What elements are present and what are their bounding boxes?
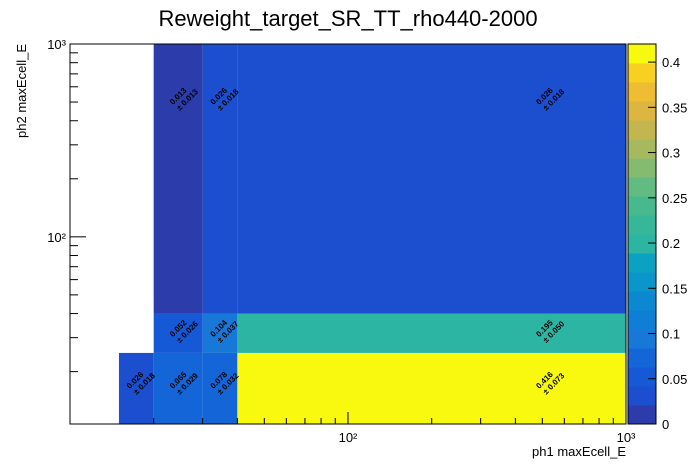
palette-band <box>628 158 656 178</box>
z-tick-label: 0.3 <box>662 146 680 161</box>
heatmap-cell <box>202 352 238 424</box>
palette-band <box>628 82 656 102</box>
z-tick-label: 0 <box>662 417 669 432</box>
palette-band <box>628 386 656 406</box>
palette-band <box>628 120 656 140</box>
palette-band <box>628 44 656 64</box>
z-tick-label: 0.4 <box>662 55 680 70</box>
palette-band <box>628 291 656 311</box>
palette-band <box>628 196 656 216</box>
palette-band <box>628 348 656 368</box>
palette-band <box>628 215 656 235</box>
x-axis-label: ph1 maxEcell_E <box>532 444 626 459</box>
palette-band <box>628 177 656 197</box>
palette-band <box>628 272 656 292</box>
z-tick-label: 0.05 <box>662 372 687 387</box>
x-tick-label: 10² <box>339 430 358 445</box>
y-axis-label: ph2 maxEcell_E <box>14 44 29 138</box>
heatmap-cell <box>237 352 626 424</box>
y-tick-label: 10³ <box>47 37 66 52</box>
chart-title: Reweight_target_SR_TT_rho440-2000 <box>158 6 537 31</box>
z-tick-label: 0.1 <box>662 327 680 342</box>
x-tick-label: 10³ <box>617 430 636 445</box>
palette-band <box>628 329 656 349</box>
palette-band <box>628 234 656 254</box>
colorbar-frame <box>627 43 657 425</box>
palette-band <box>628 63 656 83</box>
heatmap-cell <box>153 352 203 424</box>
heatmap-cell <box>237 44 626 314</box>
heatmap-cell <box>118 352 154 424</box>
y-tick-label: 10² <box>47 230 66 245</box>
z-tick-label: 0.15 <box>662 281 687 296</box>
palette-band <box>628 310 656 330</box>
heatmap-cell <box>237 313 626 353</box>
z-tick-label: 0.25 <box>662 191 687 206</box>
heatmap-cell <box>202 313 238 353</box>
z-tick-label: 0.2 <box>662 236 680 251</box>
palette-band <box>628 139 656 159</box>
palette-band <box>628 405 656 425</box>
heatmap-cell <box>153 313 203 353</box>
z-tick-label: 0.35 <box>662 100 687 115</box>
palette-band <box>628 367 656 387</box>
palette-band <box>628 253 656 273</box>
palette-band <box>628 101 656 121</box>
heatmap-cell <box>153 44 203 314</box>
heatmap-cell <box>202 44 238 314</box>
